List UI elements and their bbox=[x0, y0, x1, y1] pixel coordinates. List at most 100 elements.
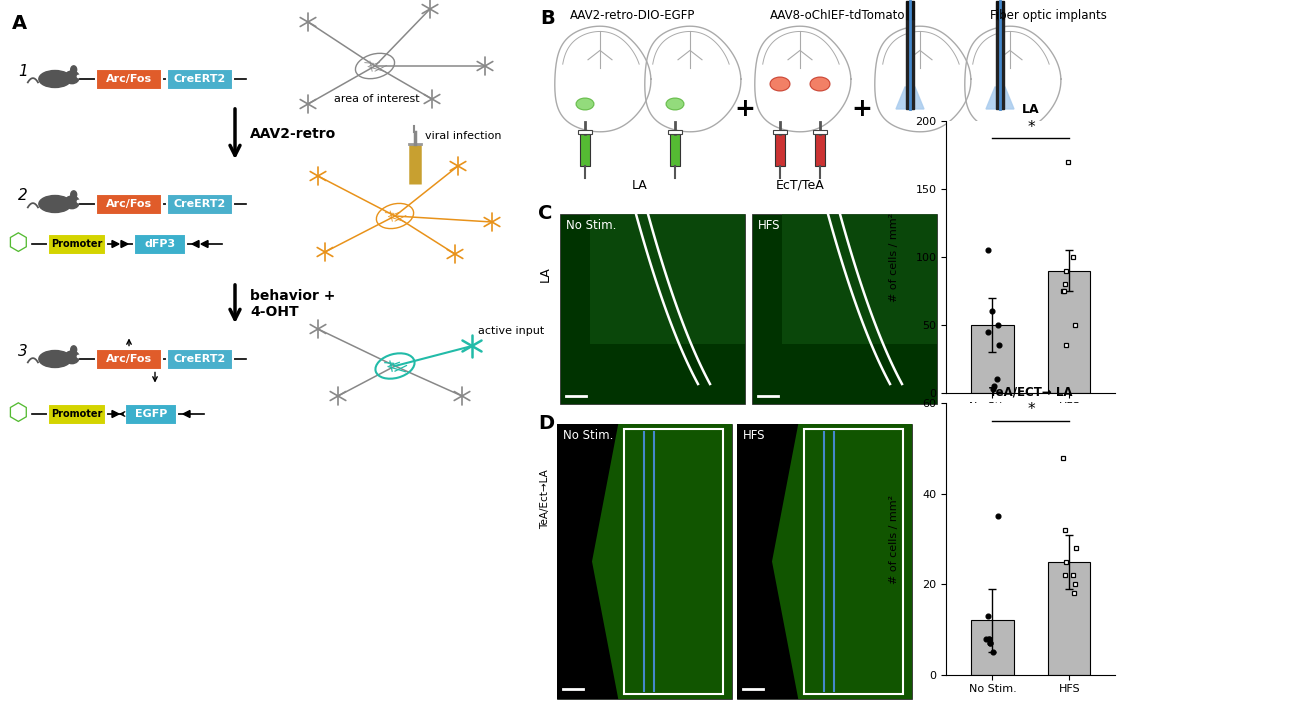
FancyBboxPatch shape bbox=[134, 233, 186, 254]
Text: Arc/Fos: Arc/Fos bbox=[105, 199, 152, 209]
Text: AAV2-retro: AAV2-retro bbox=[250, 127, 337, 141]
Title: LA: LA bbox=[1022, 103, 1040, 116]
FancyBboxPatch shape bbox=[166, 348, 233, 370]
Text: TeA/Ect→LA: TeA/Ect→LA bbox=[540, 469, 550, 529]
FancyBboxPatch shape bbox=[96, 193, 162, 214]
Polygon shape bbox=[996, 19, 1004, 109]
Text: AAV8-oChIEF-tdTomato: AAV8-oChIEF-tdTomato bbox=[770, 9, 906, 22]
FancyBboxPatch shape bbox=[737, 424, 913, 699]
Polygon shape bbox=[592, 424, 732, 699]
FancyBboxPatch shape bbox=[166, 69, 233, 89]
Text: *: * bbox=[1027, 402, 1035, 417]
Polygon shape bbox=[906, 1, 914, 19]
Y-axis label: # of cells / mm²: # of cells / mm² bbox=[889, 495, 900, 583]
Text: HFS: HFS bbox=[758, 219, 780, 232]
Text: 3: 3 bbox=[18, 343, 27, 358]
Polygon shape bbox=[772, 424, 913, 699]
Text: LA: LA bbox=[538, 266, 551, 282]
Ellipse shape bbox=[39, 71, 72, 88]
FancyBboxPatch shape bbox=[590, 214, 745, 344]
Bar bbox=[971, 620, 1014, 675]
Text: dFP3: dFP3 bbox=[144, 239, 176, 249]
Text: ⬡: ⬡ bbox=[8, 402, 29, 426]
Polygon shape bbox=[112, 241, 120, 248]
FancyBboxPatch shape bbox=[670, 134, 680, 166]
FancyBboxPatch shape bbox=[580, 134, 590, 166]
Text: behavior +
4-OHT: behavior + 4-OHT bbox=[250, 289, 335, 319]
Text: viral infection: viral infection bbox=[425, 131, 502, 141]
FancyBboxPatch shape bbox=[96, 69, 162, 89]
FancyBboxPatch shape bbox=[815, 134, 826, 166]
Polygon shape bbox=[112, 411, 120, 418]
Text: No Stim.: No Stim. bbox=[566, 219, 616, 232]
Text: ⬡: ⬡ bbox=[8, 232, 29, 256]
Ellipse shape bbox=[70, 346, 77, 353]
Text: Promoter: Promoter bbox=[51, 409, 103, 419]
Ellipse shape bbox=[770, 77, 790, 91]
FancyBboxPatch shape bbox=[812, 130, 827, 134]
Text: Arc/Fos: Arc/Fos bbox=[105, 354, 152, 364]
Text: EcT/TeA: EcT/TeA bbox=[776, 179, 824, 192]
Polygon shape bbox=[896, 87, 924, 109]
Text: Fiber optic implants: Fiber optic implants bbox=[991, 9, 1106, 22]
Text: AAV2-retro-DIO-EGFP: AAV2-retro-DIO-EGFP bbox=[569, 9, 696, 22]
Text: CreERT2: CreERT2 bbox=[174, 199, 226, 209]
Text: Promoter: Promoter bbox=[51, 239, 103, 249]
FancyBboxPatch shape bbox=[668, 130, 683, 134]
Text: active input: active input bbox=[478, 326, 545, 336]
Polygon shape bbox=[985, 87, 1014, 109]
Ellipse shape bbox=[70, 191, 77, 198]
Text: B: B bbox=[540, 9, 555, 28]
Ellipse shape bbox=[810, 77, 829, 91]
FancyBboxPatch shape bbox=[48, 403, 107, 425]
Y-axis label: # of cells / mm²: # of cells / mm² bbox=[889, 213, 900, 301]
Text: +: + bbox=[852, 97, 872, 121]
Ellipse shape bbox=[65, 196, 79, 208]
Title: TeA/ECT→ LA: TeA/ECT→ LA bbox=[989, 385, 1072, 398]
Ellipse shape bbox=[39, 196, 72, 213]
Text: *: * bbox=[1027, 120, 1035, 135]
Bar bbox=[1048, 271, 1091, 393]
Bar bbox=[971, 325, 1014, 393]
Text: No Stim.: No Stim. bbox=[563, 429, 614, 442]
Polygon shape bbox=[996, 1, 1004, 19]
FancyBboxPatch shape bbox=[556, 424, 732, 699]
Polygon shape bbox=[737, 424, 816, 699]
FancyBboxPatch shape bbox=[96, 348, 162, 370]
Polygon shape bbox=[183, 411, 190, 418]
Polygon shape bbox=[556, 424, 636, 699]
FancyBboxPatch shape bbox=[751, 214, 937, 404]
Ellipse shape bbox=[576, 98, 594, 110]
Ellipse shape bbox=[65, 351, 79, 363]
Polygon shape bbox=[906, 19, 914, 109]
Polygon shape bbox=[192, 241, 199, 248]
Text: area of interest: area of interest bbox=[334, 94, 420, 104]
Ellipse shape bbox=[70, 66, 77, 74]
Text: 2: 2 bbox=[18, 188, 27, 203]
Ellipse shape bbox=[65, 71, 79, 84]
Text: D: D bbox=[538, 414, 554, 433]
Text: HFS: HFS bbox=[744, 429, 766, 442]
Text: C: C bbox=[538, 204, 552, 223]
Text: A: A bbox=[12, 14, 27, 33]
Ellipse shape bbox=[39, 351, 72, 368]
Bar bbox=[1048, 562, 1091, 675]
Text: LA: LA bbox=[632, 179, 647, 192]
Polygon shape bbox=[121, 241, 127, 248]
FancyBboxPatch shape bbox=[125, 403, 177, 425]
Ellipse shape bbox=[666, 98, 684, 110]
Text: EGFP: EGFP bbox=[135, 409, 168, 419]
FancyBboxPatch shape bbox=[775, 134, 785, 166]
FancyBboxPatch shape bbox=[783, 214, 937, 344]
Text: CreERT2: CreERT2 bbox=[174, 74, 226, 84]
Text: Arc/Fos: Arc/Fos bbox=[105, 74, 152, 84]
Polygon shape bbox=[202, 241, 208, 248]
FancyBboxPatch shape bbox=[48, 233, 107, 254]
FancyBboxPatch shape bbox=[578, 130, 592, 134]
Text: LA: LA bbox=[952, 179, 968, 192]
FancyBboxPatch shape bbox=[774, 130, 786, 134]
Text: +: + bbox=[734, 97, 755, 121]
FancyBboxPatch shape bbox=[560, 214, 745, 404]
Text: CreERT2: CreERT2 bbox=[174, 354, 226, 364]
Text: 1: 1 bbox=[18, 64, 27, 79]
